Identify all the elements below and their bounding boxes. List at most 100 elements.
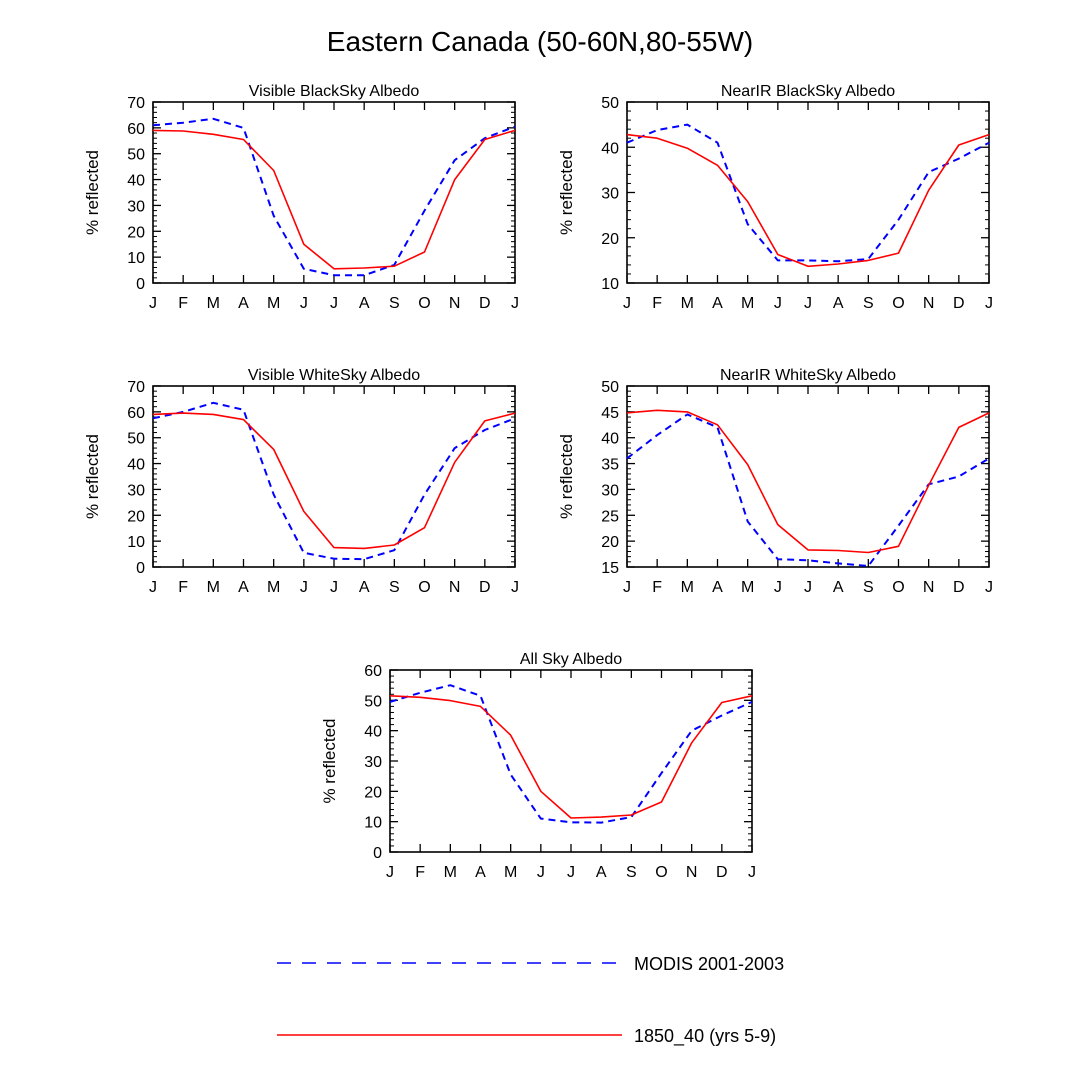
x-tick-label: N: [686, 864, 698, 881]
y-tick-label: 20: [601, 231, 619, 248]
y-tick-label: 35: [601, 457, 619, 474]
x-tick-label: J: [804, 579, 812, 596]
x-tick-label: M: [741, 579, 754, 596]
x-tick-label: D: [479, 579, 491, 596]
x-tick-label: N: [449, 579, 461, 596]
x-tick-label: J: [330, 295, 338, 312]
series-line-modis: [626, 413, 990, 567]
x-tick-label: A: [238, 295, 249, 312]
y-axis-label: % reflected: [557, 434, 576, 519]
y-tick-label: 10: [601, 276, 619, 293]
x-tick-label: M: [444, 864, 457, 881]
y-tick-label: 50: [127, 147, 145, 164]
y-tick-label: 20: [127, 224, 145, 241]
x-tick-label: O: [892, 295, 904, 312]
plot-frame: [152, 101, 516, 284]
x-tick-label: J: [511, 295, 519, 312]
series-line-modis: [389, 684, 753, 824]
x-tick-label: A: [833, 295, 844, 312]
y-tick-label: 20: [364, 784, 382, 801]
x-tick-label: J: [386, 864, 394, 881]
x-tick-label: M: [267, 579, 280, 596]
series-line-model: [389, 695, 753, 819]
legend-label-modis: MODIS 2001-2003: [634, 954, 784, 974]
series-line-modis: [152, 401, 516, 561]
y-tick-label: 45: [601, 405, 619, 422]
y-tick-label: 10: [364, 815, 382, 832]
y-tick-label: 0: [136, 276, 145, 293]
x-tick-label: A: [596, 864, 607, 881]
subplot-title: Visible WhiteSky Albedo: [248, 367, 420, 384]
x-tick-label: D: [953, 295, 965, 312]
x-tick-label: M: [267, 295, 280, 312]
x-tick-label: N: [923, 579, 935, 596]
series-line-modis: [152, 117, 516, 277]
series-line-model: [152, 129, 516, 270]
series-line-model: [626, 409, 990, 554]
x-tick-label: S: [863, 295, 874, 312]
x-tick-label: J: [748, 864, 756, 881]
subplot-title: Visible BlackSky Albedo: [249, 83, 420, 100]
y-tick-label: 60: [127, 121, 145, 138]
x-tick-label: J: [537, 864, 545, 881]
x-tick-label: J: [985, 295, 993, 312]
y-tick-label: 40: [601, 140, 619, 157]
y-tick-label: 40: [364, 724, 382, 741]
x-tick-label: J: [623, 295, 631, 312]
y-tick-label: 60: [364, 663, 382, 680]
series-line-modis: [626, 123, 990, 263]
x-tick-label: O: [655, 864, 667, 881]
x-tick-label: A: [475, 864, 486, 881]
y-tick-label: 10: [127, 250, 145, 267]
x-tick-label: D: [479, 295, 491, 312]
x-tick-label: N: [923, 295, 935, 312]
x-tick-label: F: [178, 579, 188, 596]
x-tick-label: J: [985, 579, 993, 596]
x-tick-label: J: [804, 295, 812, 312]
y-tick-label: 20: [127, 508, 145, 525]
y-tick-label: 50: [601, 379, 619, 396]
legend: MODIS 2001-2003 1850_40 (yrs 5-9): [277, 954, 784, 1047]
x-tick-label: A: [712, 579, 723, 596]
x-tick-label: F: [652, 295, 662, 312]
subplot-title: All Sky Albedo: [520, 651, 622, 668]
x-tick-label: O: [892, 579, 904, 596]
x-tick-label: M: [207, 295, 220, 312]
x-tick-label: M: [681, 579, 694, 596]
plot-frame: [389, 669, 753, 853]
y-tick-label: 30: [127, 198, 145, 215]
x-tick-label: A: [359, 295, 370, 312]
x-tick-label: M: [207, 579, 220, 596]
x-tick-label: F: [415, 864, 425, 881]
y-tick-label: 20: [601, 534, 619, 551]
y-tick-label: 30: [601, 482, 619, 499]
subplot-title: NearIR BlackSky Albedo: [721, 83, 895, 100]
x-tick-label: J: [623, 579, 631, 596]
y-tick-label: 50: [364, 693, 382, 710]
y-tick-label: 50: [601, 95, 619, 112]
x-tick-label: J: [149, 295, 157, 312]
x-tick-label: S: [863, 579, 874, 596]
x-tick-label: J: [774, 579, 782, 596]
y-tick-label: 0: [136, 560, 145, 577]
x-tick-label: M: [741, 295, 754, 312]
x-tick-label: D: [953, 579, 965, 596]
y-tick-label: 30: [601, 186, 619, 203]
x-tick-label: O: [418, 579, 430, 596]
x-tick-label: J: [511, 579, 519, 596]
y-tick-label: 70: [127, 95, 145, 112]
y-tick-label: 0: [373, 845, 382, 862]
x-tick-label: J: [567, 864, 575, 881]
y-tick-label: 70: [127, 379, 145, 396]
y-tick-label: 15: [601, 560, 619, 577]
y-tick-label: 50: [127, 431, 145, 448]
legend-label-model: 1850_40 (yrs 5-9): [634, 1026, 776, 1047]
x-tick-label: J: [300, 295, 308, 312]
x-tick-label: A: [238, 579, 249, 596]
figure-title: Eastern Canada (50-60N,80-55W): [327, 26, 753, 57]
